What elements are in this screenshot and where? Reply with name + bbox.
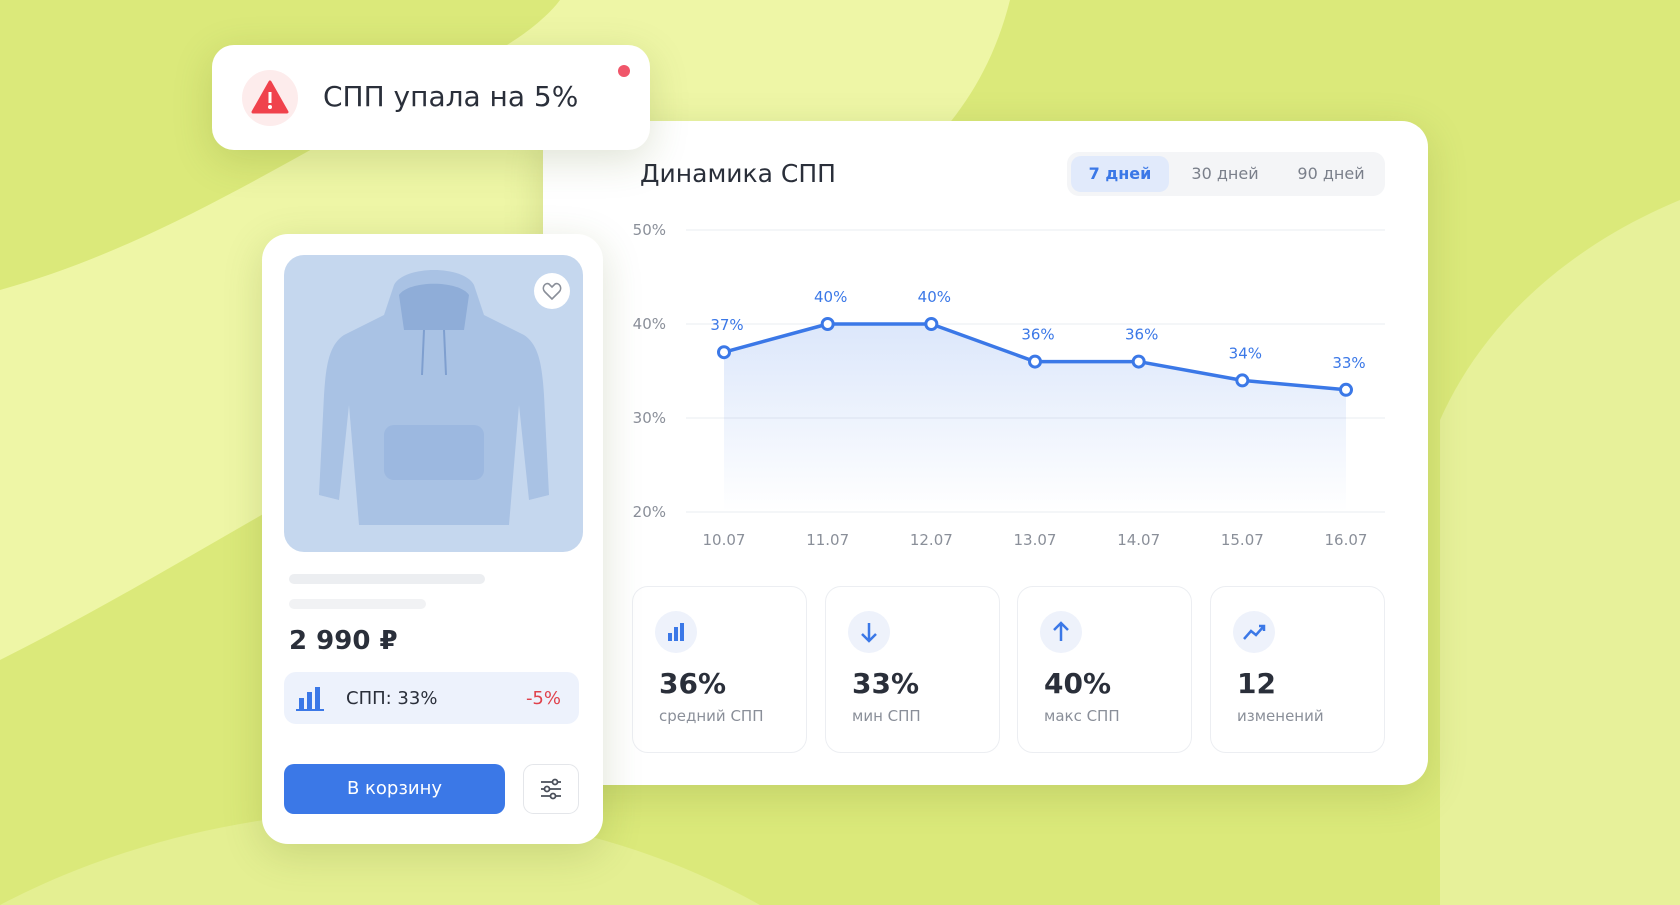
stat-card: 33% мин СПП (825, 586, 1000, 753)
stat-label: изменений (1237, 707, 1324, 725)
stat-label: макс СПП (1044, 707, 1120, 725)
placeholder (289, 599, 426, 609)
add-to-cart-button[interactable]: В корзину (284, 764, 505, 814)
product-card: 2 990 ₽ СПП: 33% -5% В корзину (262, 234, 603, 844)
placeholder (289, 574, 485, 584)
warning-icon (242, 70, 298, 126)
product-image (284, 255, 583, 552)
stat-icon (848, 611, 890, 653)
stat-value: 12 (1237, 667, 1276, 700)
period-tab[interactable]: 90 дней (1297, 164, 1365, 183)
spp-icon (296, 687, 324, 711)
stat-value: 33% (852, 667, 920, 700)
period-tab[interactable]: 7 дней (1071, 156, 1169, 192)
chart-panel: Динамика СПП 7 дней 30 дней 90 дней 36% … (543, 121, 1428, 785)
spp-row: СПП: 33% -5% (284, 672, 579, 724)
stat-label: средний СПП (659, 707, 764, 725)
stat-value: 36% (659, 667, 727, 700)
stat-label: мин СПП (852, 707, 921, 725)
stat-icon (1233, 611, 1275, 653)
stat-value: 40% (1044, 667, 1112, 700)
notification: СПП упала на 5% (212, 45, 650, 150)
spp-change: -5% (525, 688, 561, 709)
period-tabs: 7 дней 30 дней 90 дней (1067, 152, 1385, 196)
stat-icon (655, 611, 697, 653)
price: 2 990 ₽ (289, 626, 398, 656)
stat-card: 36% средний СПП (632, 586, 807, 753)
period-tab[interactable]: 30 дней (1191, 164, 1259, 183)
spp-text: СПП: 33% (346, 688, 438, 709)
stat-card: 12 изменений (1210, 586, 1385, 753)
stat-card: 40% макс СПП (1017, 586, 1192, 753)
filter-button[interactable] (523, 764, 579, 814)
unread-dot (618, 65, 630, 77)
notification-text: СПП упала на 5% (323, 80, 579, 113)
stat-icon (1040, 611, 1082, 653)
chart-title: Динамика СПП (640, 159, 836, 188)
